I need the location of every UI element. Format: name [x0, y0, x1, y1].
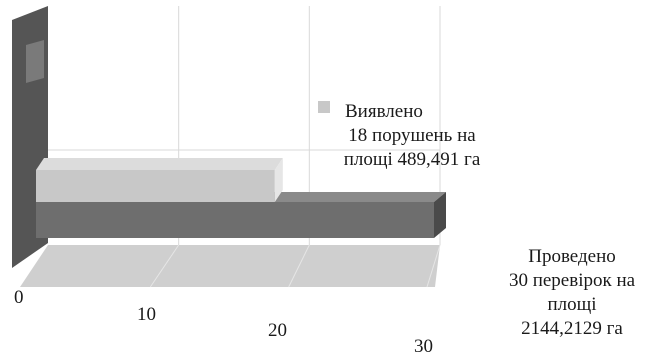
- bar-detected-top: [36, 158, 283, 170]
- legend-detected-line-2: 18 порушень на: [348, 125, 476, 146]
- floor-gridline-30: [426, 244, 441, 288]
- legend-detected-line-3: площі 489,491 га: [344, 149, 481, 170]
- legend-detected-line-1: Виявлено: [345, 101, 423, 122]
- x-axis-tick-labels: 0 10 20 30: [14, 287, 433, 357]
- bar-conducted-front: [36, 202, 434, 238]
- floor-gridline-10: [149, 244, 180, 288]
- plot-area: [12, 6, 446, 288]
- floor-gridline-20: [288, 244, 310, 288]
- legend: Виявлено 18 порушень на площі 489,491 га Пр…: [318, 101, 636, 339]
- legend-conducted-line-4: 2144,2129 га: [521, 318, 623, 339]
- floor: [20, 245, 440, 287]
- bar-detected: [36, 158, 283, 202]
- legend-conducted-line-1: Проведено: [528, 246, 616, 267]
- x-tick-label-10: 10: [137, 304, 156, 325]
- legend-entry-conducted: Проведено 30 перевірок на площі 2144,2129 г…: [509, 246, 636, 339]
- x-tick-label-30: 30: [414, 336, 433, 357]
- x-tick-label-20: 20: [268, 320, 287, 341]
- legend-swatch-detected: [318, 101, 330, 113]
- bar-detected-front: [36, 170, 275, 202]
- bar-detected-end: [274, 158, 283, 202]
- x-tick-label-0: 0: [14, 287, 24, 308]
- legend-entry-detected: Виявлено 18 порушень на площі 489,491 га: [318, 101, 481, 170]
- bar-conducted-end: [434, 192, 446, 238]
- legend-conducted-line-3: площі: [547, 294, 596, 315]
- legend-conducted-line-2: 30 перевірок на: [509, 270, 636, 291]
- wall-marker: [26, 40, 44, 83]
